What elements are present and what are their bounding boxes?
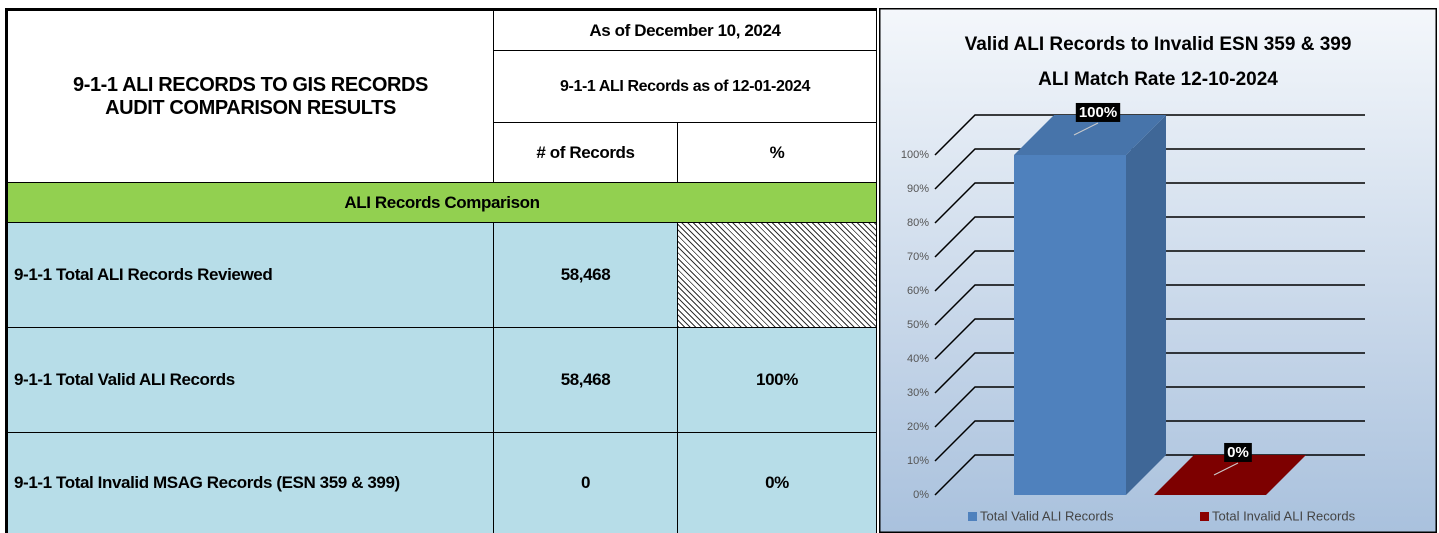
bar-top [1154,455,1306,495]
label-leader [1213,462,1239,476]
legend-label: Total Invalid ALI Records [1212,508,1356,523]
section-header: ALI Records Comparison [5,182,877,223]
records-as-of: 9-1-1 ALI Records as of 12-01-2024 [493,50,877,123]
percent-cell: 100% [677,327,877,433]
value-label-box [1075,102,1121,122]
value-label: 0% [1227,444,1249,461]
row-label: 9-1-1 Total Valid ALI Records [5,327,494,433]
grid-line [934,216,1365,258]
chart-subtitle: ALI Match Rate 12-10-2024 [1038,69,1278,90]
value-label: 100% [1079,104,1117,121]
chart-title: Valid ALI Records to Invalid ESN 359 & 3… [965,34,1352,55]
percent-cell: 0% [677,432,877,533]
y-tick-label: 10% [907,455,929,467]
records-cell: 0 [493,432,678,533]
legend-swatch [1200,512,1209,521]
y-tick-label: 0% [913,489,929,501]
as-of: As of December 10, 2024 [493,8,877,51]
bar-top [1014,115,1166,155]
records-cell: 58,468 [493,222,678,328]
label-leader [1073,122,1099,136]
chart: Valid ALI Records to Invalid ESN 359 & 3… [879,8,1437,533]
report-title: 9-1-1 ALI RECORDS TO GIS RECORDS AUDIT C… [5,8,494,183]
row-label: 9-1-1 Total Invalid MSAG Records (ESN 35… [5,432,494,533]
column-header: # of Records [493,122,678,183]
bar [1014,115,1166,495]
y-tick-label: 40% [907,353,929,365]
bar-front [1014,155,1126,495]
grid-line [934,114,1365,156]
title-line: AUDIT COMPARISON RESULTS [105,96,396,119]
y-tick-label: 20% [907,421,929,433]
y-tick-label: 60% [907,285,929,297]
grid-line [934,284,1365,326]
y-tick-label: 50% [907,319,929,331]
legend-label: Total Valid ALI Records [980,508,1114,523]
grid-line [934,420,1365,462]
y-tick-label: 90% [907,183,929,195]
legend-swatch [968,512,977,521]
title-line: 9-1-1 ALI RECORDS TO GIS RECORDS [72,73,429,96]
bar-side [1126,115,1166,495]
value-label-box [1224,442,1252,462]
y-tick-label: 30% [907,387,929,399]
y-tick-label: 100% [901,149,929,161]
bar [1154,455,1306,496]
grid-line [934,148,1365,190]
column-header: % [677,122,877,183]
grid-line [934,182,1365,224]
grid-line [934,386,1365,428]
row-label: 9-1-1 Total ALI Records Reviewed [5,222,494,328]
y-tick-label: 80% [907,217,929,229]
grid-line [934,250,1365,292]
y-tick-label: 70% [907,251,929,263]
grid-line [934,352,1365,394]
hatched-cell [677,222,877,328]
grid-line [934,318,1365,360]
records-cell: 58,468 [493,327,678,433]
